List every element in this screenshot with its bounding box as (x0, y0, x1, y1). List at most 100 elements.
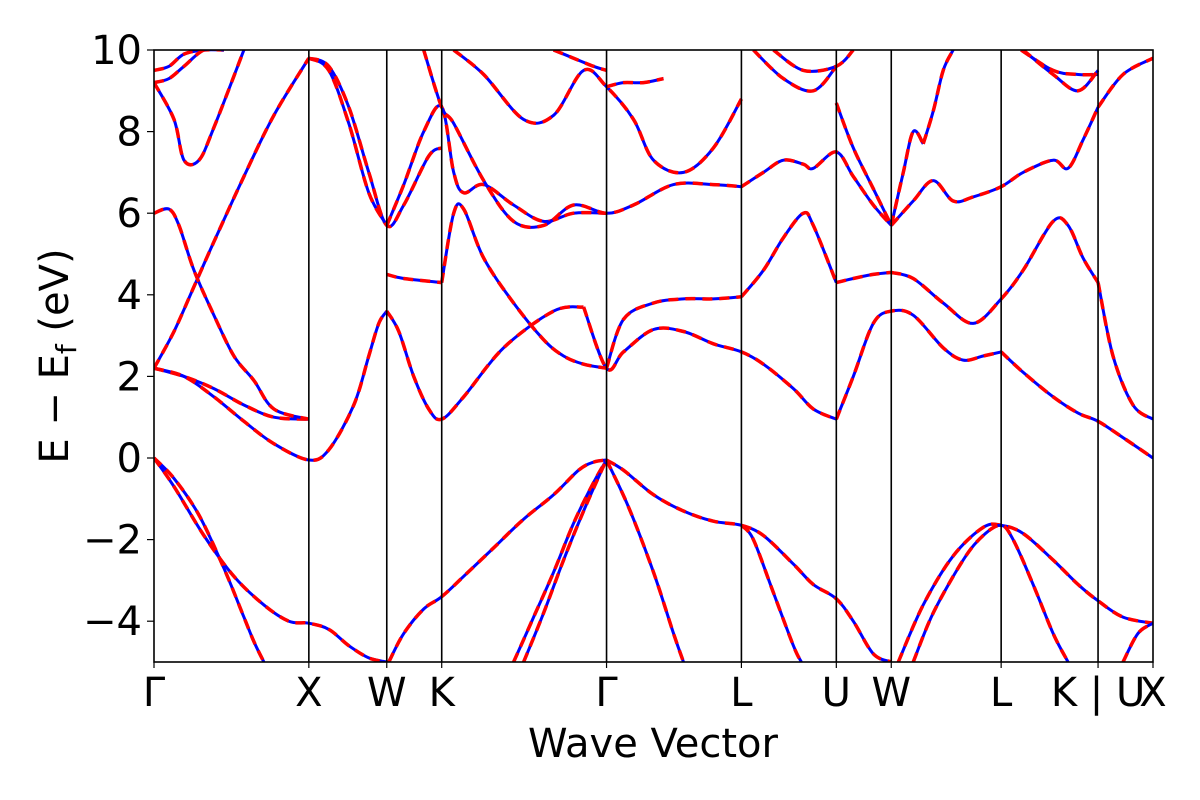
band-line-blue-40 (889, 129, 925, 226)
y-tick-label-0: −4 (83, 599, 142, 645)
band-line-red-24 (890, 216, 1100, 326)
y-tick-label-7: 10 (91, 28, 142, 74)
x-tick-label-0: Γ (143, 670, 166, 716)
band-line-blue-35 (1096, 282, 1153, 421)
band-line-red-41 (921, 50, 955, 145)
y-tick-label-6: 8 (117, 110, 142, 156)
band-line-blue-9 (911, 523, 1070, 662)
band-line-red-36 (452, 50, 743, 175)
band-line-red-31 (422, 50, 742, 230)
band-line-red-10 (1121, 621, 1153, 662)
x-tick-label-2: W (367, 670, 407, 716)
y-tick-label-5: 6 (117, 191, 142, 237)
band-line-blue-16 (1000, 350, 1153, 460)
band-line-blue-21 (605, 295, 742, 369)
x-tick-label-7: W (871, 670, 911, 716)
band-line-blue-19 (440, 202, 607, 370)
band-line-blue-41 (921, 50, 955, 145)
band-line-red-12 (385, 305, 584, 422)
band-line-blue-30 (385, 104, 607, 226)
band-line-red-25 (154, 206, 310, 421)
band-line-blue-31 (422, 50, 742, 229)
band-line-blue-18 (308, 56, 443, 229)
band-line-blue-14 (154, 366, 309, 421)
y-axis-label-unit: (eV) (32, 248, 78, 344)
band-line-red-28 (154, 50, 224, 85)
band-line-red-5 (605, 458, 893, 662)
band-line-red-27 (154, 50, 224, 73)
band-line-red-7 (740, 524, 803, 662)
x-tick-label-10: X (1139, 670, 1166, 716)
band-line-blue-33 (890, 106, 1100, 227)
band-line-red-19 (439, 202, 607, 370)
x-axis-label: Wave Vector (528, 721, 779, 767)
band-line-blue-45 (1022, 50, 1100, 93)
y-tick-label-2: 0 (117, 436, 142, 482)
band-line-red-2 (387, 458, 607, 662)
band-line-blue-22 (740, 211, 838, 298)
band-line-red-32 (740, 150, 893, 227)
band-line-red-13 (581, 306, 838, 421)
band-line-red-20 (386, 272, 442, 285)
x-tick-label-9: K | U (1051, 670, 1145, 716)
band-line-red-8 (896, 522, 1153, 662)
band-line-red-30 (385, 103, 607, 227)
band-line-blue-29 (308, 56, 389, 227)
band-line-red-9 (911, 523, 1070, 662)
band-line-blue-25 (154, 207, 310, 421)
y-tick-label-3: 2 (117, 354, 142, 400)
x-tick-label-4: Γ (595, 670, 618, 716)
band-line-red-35 (1096, 282, 1153, 421)
band-line-blue-43 (772, 50, 855, 73)
bands-layer (154, 50, 1153, 662)
high-symmetry-lines (308, 50, 1099, 662)
band-line-blue-0 (154, 457, 388, 662)
band-line-red-0 (154, 457, 388, 662)
band-line-red-1 (154, 456, 266, 662)
band-line-red-26 (154, 50, 246, 167)
y-axis-label-main: E − E (32, 354, 78, 464)
band-line-red-21 (604, 295, 742, 369)
y-axis-label: E − Ef (eV) (32, 248, 83, 463)
band-line-red-45 (1021, 50, 1100, 93)
band-line-red-42 (752, 50, 838, 93)
band-line-blue-8 (896, 522, 1153, 662)
band-line-red-38 (552, 50, 608, 73)
y-tick-label-1: −2 (83, 518, 142, 564)
band-line-red-22 (740, 210, 838, 298)
band-line-blue-2 (387, 458, 607, 662)
band-line-red-43 (772, 50, 855, 74)
band-line-red-34 (1096, 56, 1153, 109)
band-line-red-18 (308, 56, 443, 229)
x-tick-label-1: X (295, 670, 322, 716)
band-line-red-15 (834, 308, 1002, 420)
band-line-red-3 (512, 459, 609, 662)
band-line-red-40 (889, 128, 925, 226)
band-line-red-29 (307, 56, 389, 227)
x-tick-label-5: L (730, 670, 753, 716)
band-line-blue-15 (834, 308, 1002, 420)
x-tick-label-6: U (822, 670, 851, 716)
band-line-blue-34 (1096, 56, 1153, 109)
band-line-blue-32 (740, 150, 893, 227)
band-line-blue-12 (385, 305, 584, 422)
band-line-red-11 (154, 310, 389, 463)
y-axis-ticks: −4 −2 0 2 4 6 8 10 (83, 28, 154, 645)
x-tick-label-3: K (429, 670, 457, 716)
x-tick-label-8: L (990, 670, 1013, 716)
band-line-red-23 (835, 270, 892, 285)
plot-frame (153, 49, 1154, 663)
band-line-red-4 (521, 458, 609, 662)
band-line-red-17 (154, 57, 311, 370)
band-line-red-37 (606, 76, 664, 89)
band-line-red-33 (889, 106, 1100, 227)
y-tick-label-4: 4 (117, 273, 142, 319)
band-line-red-16 (999, 350, 1153, 460)
band-line-blue-6 (605, 459, 685, 662)
band-line-red-39 (834, 102, 893, 227)
band-line-blue-44 (1020, 50, 1099, 77)
y-axis-label-subscript: f (50, 343, 83, 354)
band-line-red-6 (604, 459, 686, 662)
